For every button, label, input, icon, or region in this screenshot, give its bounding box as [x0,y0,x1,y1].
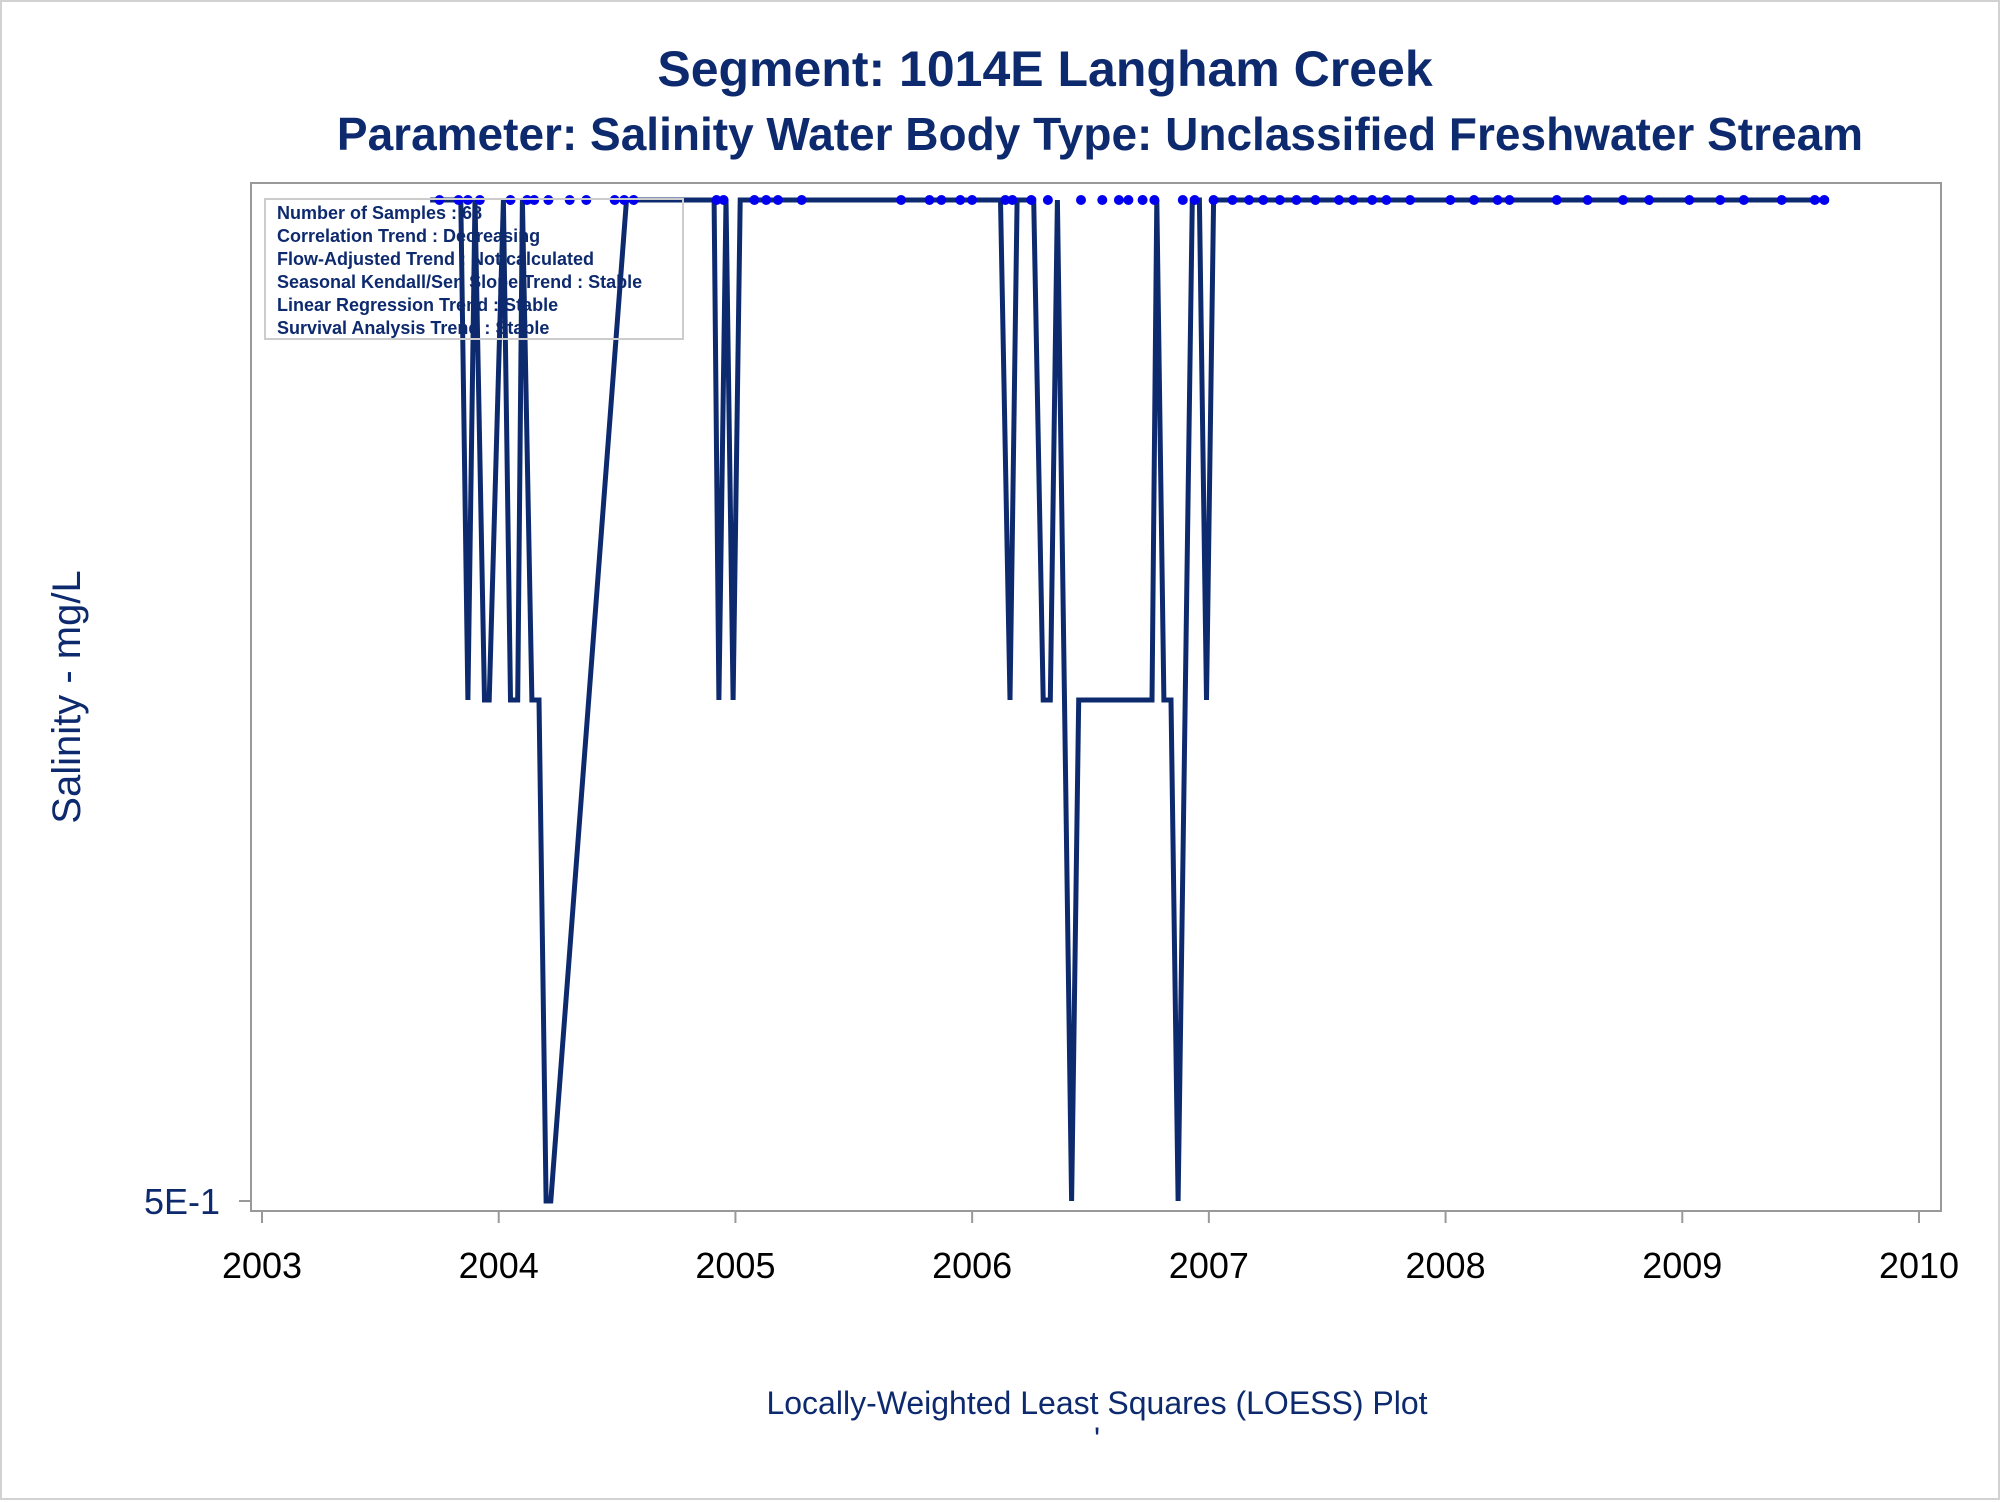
sample-point [1618,195,1629,205]
legend-lines: Number of Samples : 68 Correlation Trend … [277,203,642,338]
sample-point [773,195,783,205]
sample-point [1405,195,1416,205]
sample-point [1189,195,1200,205]
sample-point [796,195,807,205]
sample-point [761,195,772,205]
sample-point [1310,195,1321,205]
sample-point [1445,195,1456,205]
sample-point [1208,195,1219,205]
sample-point [1381,195,1392,205]
sample-point [1258,195,1269,205]
x-tick-label-6: 2009 [1642,1245,1722,1286]
sample-point [1551,195,1562,205]
samples-series [434,195,1830,205]
x-tick-label-0: 2003 [222,1245,302,1286]
sample-point [1113,195,1124,205]
x-tick-label-3: 2006 [932,1245,1012,1286]
sample-point [1026,195,1037,205]
footnote: ' [1094,1421,1100,1457]
legend-border [264,198,684,340]
sample-point [718,195,729,205]
loess-line [430,197,1829,1204]
x-tick-label-2: 2005 [695,1245,775,1286]
sample-point [967,195,978,205]
x-tick-label-1: 2004 [459,1245,539,1286]
sample-point [1137,195,1148,205]
x-axis: 2003 2004 2005 2006 2007 2008 2009 2010 [222,1211,1959,1286]
sample-point [1809,195,1820,205]
sample-point [1227,195,1238,205]
loess-line-series [430,197,1829,1204]
y-tick-label-0: 5E-1 [144,1181,220,1222]
legend-box: Number of Samples : 68 Correlation Trend … [264,198,684,340]
sample-point [1348,195,1359,205]
x-axis-label: Locally-Weighted Least Squares (LOESS) P… [766,1385,1427,1421]
sample-point [749,195,760,205]
x-tick-label-7: 2010 [1879,1245,1959,1286]
sample-point [1715,195,1726,205]
legend-line-3: Seasonal Kendall/Sen Slope Trend : Stabl… [277,272,642,292]
x-tick-label-4: 2007 [1169,1245,1249,1286]
legend-line-1: Correlation Trend : Decreasing [277,226,540,246]
sample-point [1819,195,1830,205]
y-axis: 5E-1 [144,1181,251,1222]
sample-point [896,195,907,205]
sample-point [1504,195,1515,205]
sample-point [1492,195,1503,205]
sample-point [1291,195,1302,205]
sample-point [1244,195,1255,205]
sample-point [955,195,966,205]
chart-title: Segment: 1014E Langham Creek [657,41,1432,97]
x-tick-label-5: 2008 [1406,1245,1486,1286]
sample-point [1684,195,1695,205]
sample-point [1097,195,1108,205]
sample-point [1123,195,1134,205]
sample-point [1367,195,1378,205]
legend-line-2: Flow-Adjusted Trend : Not calculated [277,249,594,269]
sample-point [1042,195,1053,205]
chart-subtitle: Parameter: Salinity Water Body Type: Unc… [337,108,1863,160]
sample-point [1177,195,1188,205]
sample-point [1076,195,1086,205]
sample-point [1582,195,1593,205]
sample-point [1738,195,1749,205]
legend-line-5: Survival Analysis Trend : Stable [277,318,549,338]
sample-point [1334,195,1344,205]
sample-point [936,195,947,205]
legend-line-4: Linear Regression Trend : Stable [277,295,558,315]
sample-point [924,195,935,205]
sample-point [1469,195,1479,205]
sample-point [1644,195,1655,205]
sample-point [1000,195,1011,205]
sample-point [1274,195,1285,205]
legend-line-0: Number of Samples : 68 [277,203,482,223]
plot-area [250,182,1942,1212]
sample-point [711,195,722,205]
sample-point [1007,195,1018,205]
y-axis-label: Salinity - mg/L [45,570,89,823]
sample-point [1776,195,1787,205]
sample-point [1149,195,1160,205]
